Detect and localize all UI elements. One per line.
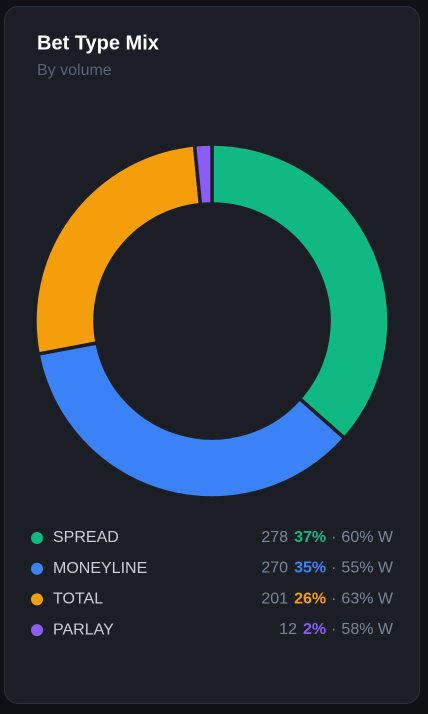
separator: · — [331, 621, 336, 638]
count: 201 — [261, 591, 288, 608]
chart-title: Bet Type Mix — [37, 32, 159, 54]
legend-label: MONEYLINE — [53, 560, 147, 577]
legend-label: TOTAL — [53, 591, 103, 608]
legend-stats: 270 35% · 55% W — [261, 560, 394, 577]
separator: · — [331, 591, 336, 608]
separator: · — [331, 529, 336, 546]
donut-segment — [33, 142, 203, 357]
legend-dot — [31, 562, 43, 575]
legend-dot — [31, 593, 43, 606]
legend-label: PARLAY — [53, 621, 114, 638]
legend-dot — [31, 624, 43, 637]
win-rate: 58% W — [341, 621, 393, 638]
separator: · — [331, 560, 336, 577]
count: 12 — [279, 621, 297, 638]
count: 270 — [261, 560, 288, 577]
legend-stats: 12 2% · 58% W — [279, 621, 394, 638]
legend-label: SPREAD — [53, 529, 119, 546]
percent-label: 2% — [303, 621, 326, 638]
chart-subtitle: By volume — [37, 62, 112, 79]
win-rate: 60% W — [341, 529, 393, 546]
donut-segment — [36, 340, 348, 500]
donut-segment — [192, 142, 214, 207]
percent-label: 35% — [294, 560, 326, 577]
donut-segment — [210, 142, 391, 441]
percent-label: 37% — [294, 529, 326, 546]
legend-stats: 278 37% · 60% W — [261, 529, 394, 546]
legend-stats: 201 26% · 63% W — [261, 591, 394, 608]
win-rate: 63% W — [341, 591, 393, 608]
count: 278 — [261, 529, 288, 546]
win-rate: 55% W — [341, 560, 393, 577]
legend-dot — [31, 532, 43, 544]
percent-label: 26% — [294, 591, 326, 608]
